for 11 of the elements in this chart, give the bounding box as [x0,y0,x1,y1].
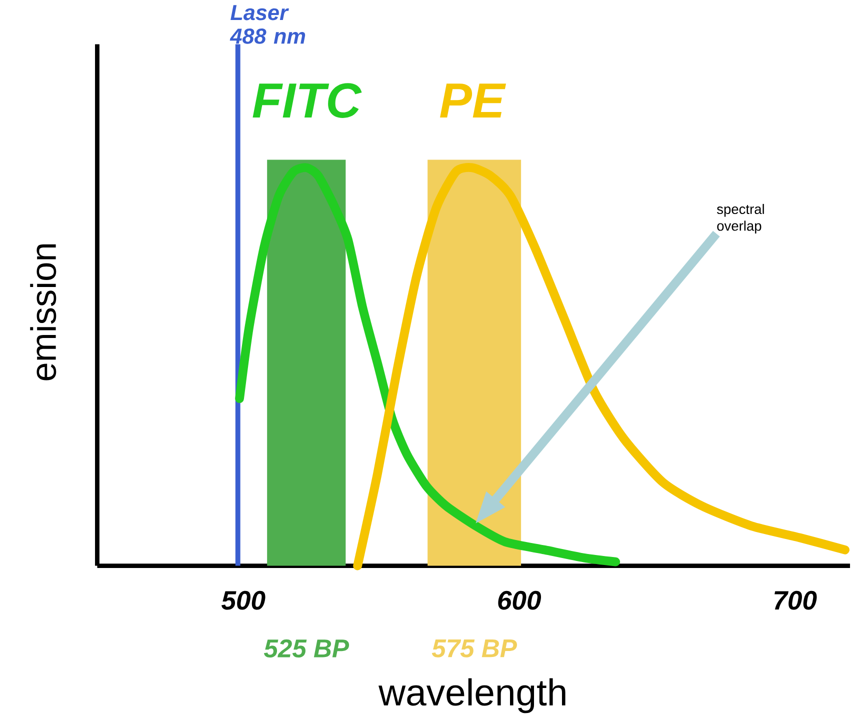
ref-line-label: Laser 488 nm [230,4,306,44]
series-label: FITC [252,83,362,118]
x-tick-label: 600 [498,590,542,610]
x-tick-label: 500 [221,590,266,610]
series-label: PE [440,84,506,118]
x-tick-label: 700 [774,590,817,610]
x-axis-title: wavelength [378,678,566,714]
band-label: 525 BP [264,639,350,658]
y-axis-title: emission [30,244,56,380]
annotation: spectral overlap [716,204,764,234]
band-label: 575 BP [432,639,517,658]
